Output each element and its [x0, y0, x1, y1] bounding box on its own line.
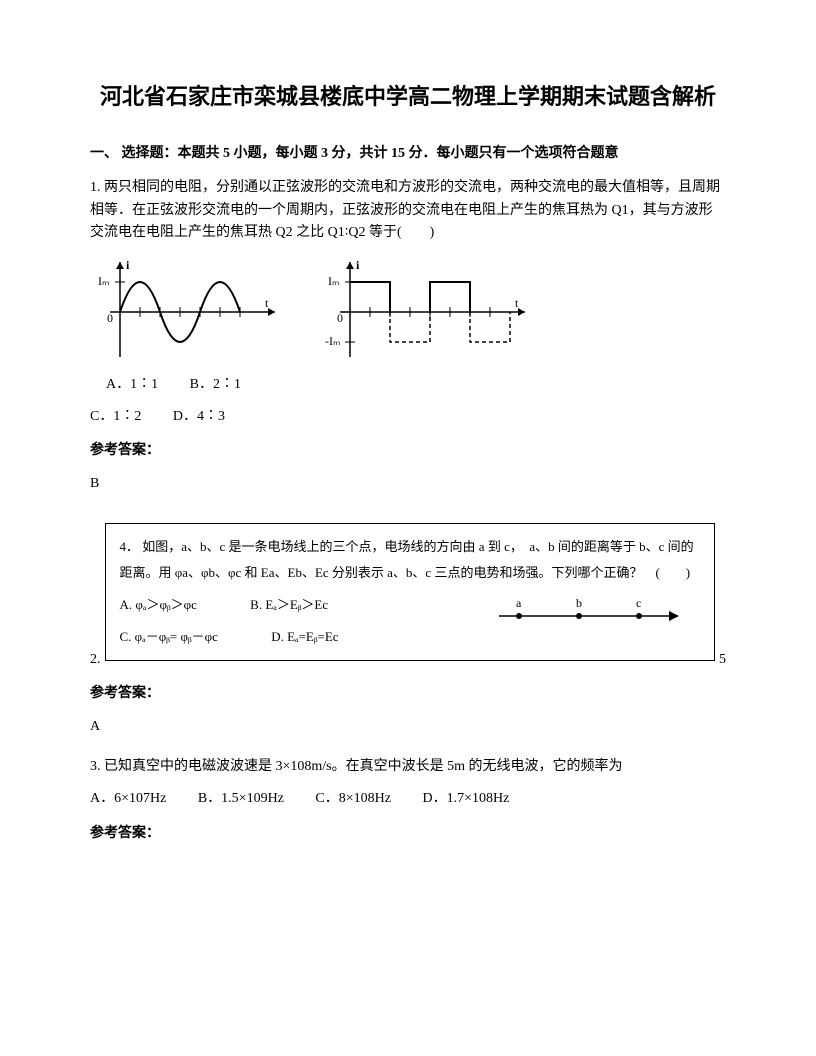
- sine-wave-chart: Iₘ 0 i t: [90, 257, 280, 362]
- point-a: a: [516, 596, 522, 610]
- y-zero-sq: 0: [337, 311, 343, 325]
- q1-option-b: B．2∶1: [190, 374, 241, 396]
- q1-option-c: C．1∶2: [90, 406, 141, 428]
- q3-number: 3.: [90, 759, 101, 774]
- y-marker-neg: -Iₘ: [325, 334, 340, 348]
- q3-body: 已知真空中的电磁波波速是 3×108m/s。在真空中波长是 5m 的无线电波，它…: [104, 759, 623, 774]
- square-wave-chart: Iₘ -Iₘ 0 i t: [320, 257, 530, 362]
- y-zero: 0: [107, 311, 113, 325]
- q3-option-a: A．6×107Hz: [90, 788, 166, 810]
- q1-number: 1.: [90, 180, 101, 195]
- y-label-sq: i: [356, 258, 360, 272]
- q1-diagrams: Iₘ 0 i t Iₘ -Iₘ 0 i t: [90, 257, 726, 362]
- page-title: 河北省石家庄市栾城县楼底中学高二物理上学期期末试题含解析: [90, 80, 726, 113]
- point-c: c: [636, 596, 641, 610]
- q1-answer: B: [90, 473, 726, 495]
- question-1-text: 1. 两只相同的电阻，分别通以正弦波形的交流电和方波形的交流电，两种交流电的最大…: [90, 177, 726, 244]
- q2-box: 4． 如图，a、b、c 是一条电场线上的三个点，电场线的方向由 a 到 c， a…: [105, 523, 716, 661]
- question-3: 3. 已知真空中的电磁波波速是 3×108m/s。在真空中波长是 5m 的无线电…: [90, 756, 726, 845]
- point-b: b: [576, 596, 582, 610]
- q2-body: 如图，a、b、c 是一条电场线上的三个点，电场线的方向由 a 到 c， a、b …: [120, 539, 694, 580]
- x-label-sq: t: [515, 296, 519, 310]
- section-header: 一、 选择题：本题共 5 小题，每小题 3 分，共计 15 分．每小题只有一个选…: [90, 143, 726, 165]
- q1-option-d: D．4∶3: [173, 406, 225, 428]
- q2-number: 2.: [90, 649, 101, 671]
- question-2: 2. 4． 如图，a、b、c 是一条电场线上的三个点，电场线的方向由 a 到 c…: [90, 513, 726, 738]
- field-line-diagram: a b c: [494, 594, 684, 638]
- q3-answer-label: 参考答案：: [90, 823, 726, 845]
- q3-options: A．6×107Hz B．1.5×109Hz C．8×108Hz D．1.7×10…: [90, 788, 726, 810]
- q2-answer-label: 参考答案：: [90, 683, 726, 705]
- q1-option-a: A．1∶1: [106, 374, 158, 396]
- q2-trail: 5: [719, 649, 726, 671]
- q3-option-c: C．8×108Hz: [315, 788, 391, 810]
- q1-options-row2: C．1∶2 D．4∶3: [90, 406, 726, 428]
- q2-option-b: B. Eₐ＞Eᵦ＞Ec: [250, 592, 328, 618]
- question-3-text: 3. 已知真空中的电磁波波速是 3×108m/s。在真空中波长是 5m 的无线电…: [90, 756, 726, 778]
- q2-option-d: D. Eₐ=Eᵦ=Ec: [271, 624, 338, 650]
- q2-answer: A: [90, 716, 726, 738]
- x-label: t: [265, 296, 269, 310]
- q2-option-c: C. φₐ－φᵦ= φᵦ－φc: [120, 624, 218, 650]
- question-1: 1. 两只相同的电阻，分别通以正弦波形的交流电和方波形的交流电，两种交流电的最大…: [90, 177, 726, 495]
- q1-answer-label: 参考答案：: [90, 440, 726, 462]
- q1-body: 两只相同的电阻，分别通以正弦波形的交流电和方波形的交流电，两种交流电的最大值相等…: [90, 180, 720, 240]
- y-marker: Iₘ: [98, 274, 109, 288]
- q1-options-row1: A．1∶1 B．2∶1: [90, 374, 726, 396]
- q3-option-d: D．1.7×108Hz: [422, 788, 509, 810]
- q2-box-number: 4．: [120, 539, 140, 554]
- y-marker-pos: Iₘ: [328, 274, 339, 288]
- q2-option-a: A. φₐ＞φᵦ＞φc: [120, 592, 197, 618]
- q2-text: 4． 如图，a、b、c 是一条电场线上的三个点，电场线的方向由 a 到 c， a…: [120, 534, 701, 586]
- y-label: i: [126, 258, 130, 272]
- q3-option-b: B．1.5×109Hz: [198, 788, 284, 810]
